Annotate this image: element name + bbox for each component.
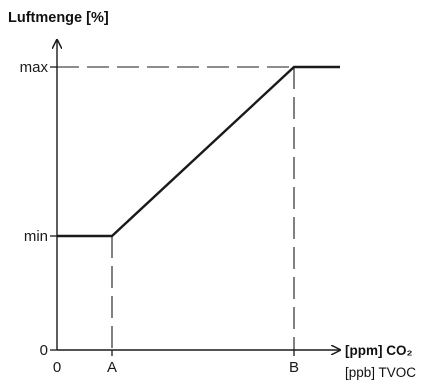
x-label-b: B xyxy=(289,359,299,376)
y-label-zero: 0 xyxy=(40,342,48,359)
y-label-max: max xyxy=(20,59,49,76)
y-label-min: min xyxy=(24,228,48,245)
y-axis-title: Luftmenge [%] xyxy=(8,10,109,26)
x-axis-title-co2: [ppm] CO₂ xyxy=(345,343,413,358)
x-label-a: A xyxy=(107,359,117,376)
x-axis-title-tvoc: [ppb] TVOC xyxy=(345,365,416,380)
x-label-zero: 0 xyxy=(53,359,61,376)
airflow-curve xyxy=(57,65,340,238)
